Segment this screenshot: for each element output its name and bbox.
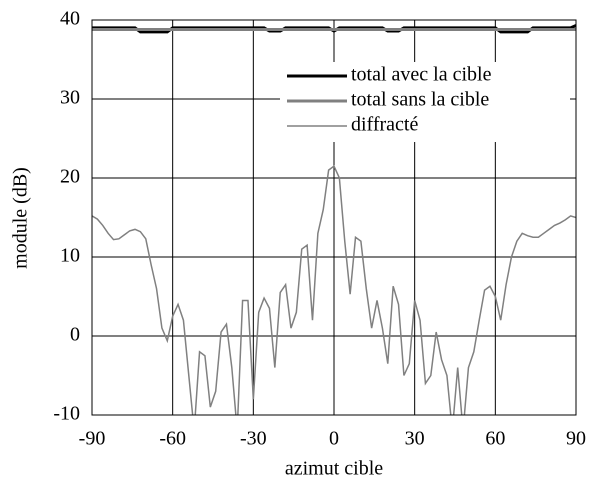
- legend-label: total sans la cible: [351, 89, 489, 111]
- x-axis-label: azimut cible: [285, 458, 383, 480]
- x-tick-label: 90: [566, 428, 586, 450]
- x-tick-label: -60: [159, 428, 186, 450]
- y-axis-label: module (dB): [10, 167, 32, 269]
- y-tick-label: 0: [70, 324, 80, 346]
- x-tick-label: -90: [79, 428, 106, 450]
- x-tick-label: 0: [329, 428, 339, 450]
- legend-label: total avec la cible: [351, 64, 492, 86]
- y-tick-label: 10: [60, 245, 80, 267]
- y-tick-label: 20: [60, 166, 80, 188]
- plot: [92, 24, 576, 415]
- legend-label: diffracté: [351, 114, 418, 136]
- x-tick-label: 30: [405, 428, 425, 450]
- series-line: [92, 24, 576, 34]
- x-tick-label: -30: [240, 428, 267, 450]
- y-tick-label: 40: [60, 8, 80, 30]
- series-line: [92, 164, 576, 415]
- legend: total avec la cible total sans la cible di…: [287, 64, 492, 136]
- plot-frame: [91, 19, 577, 416]
- y-tick-label: -10: [53, 403, 80, 425]
- y-tick-label: 30: [60, 87, 80, 109]
- x-tick-label: 60: [485, 428, 505, 450]
